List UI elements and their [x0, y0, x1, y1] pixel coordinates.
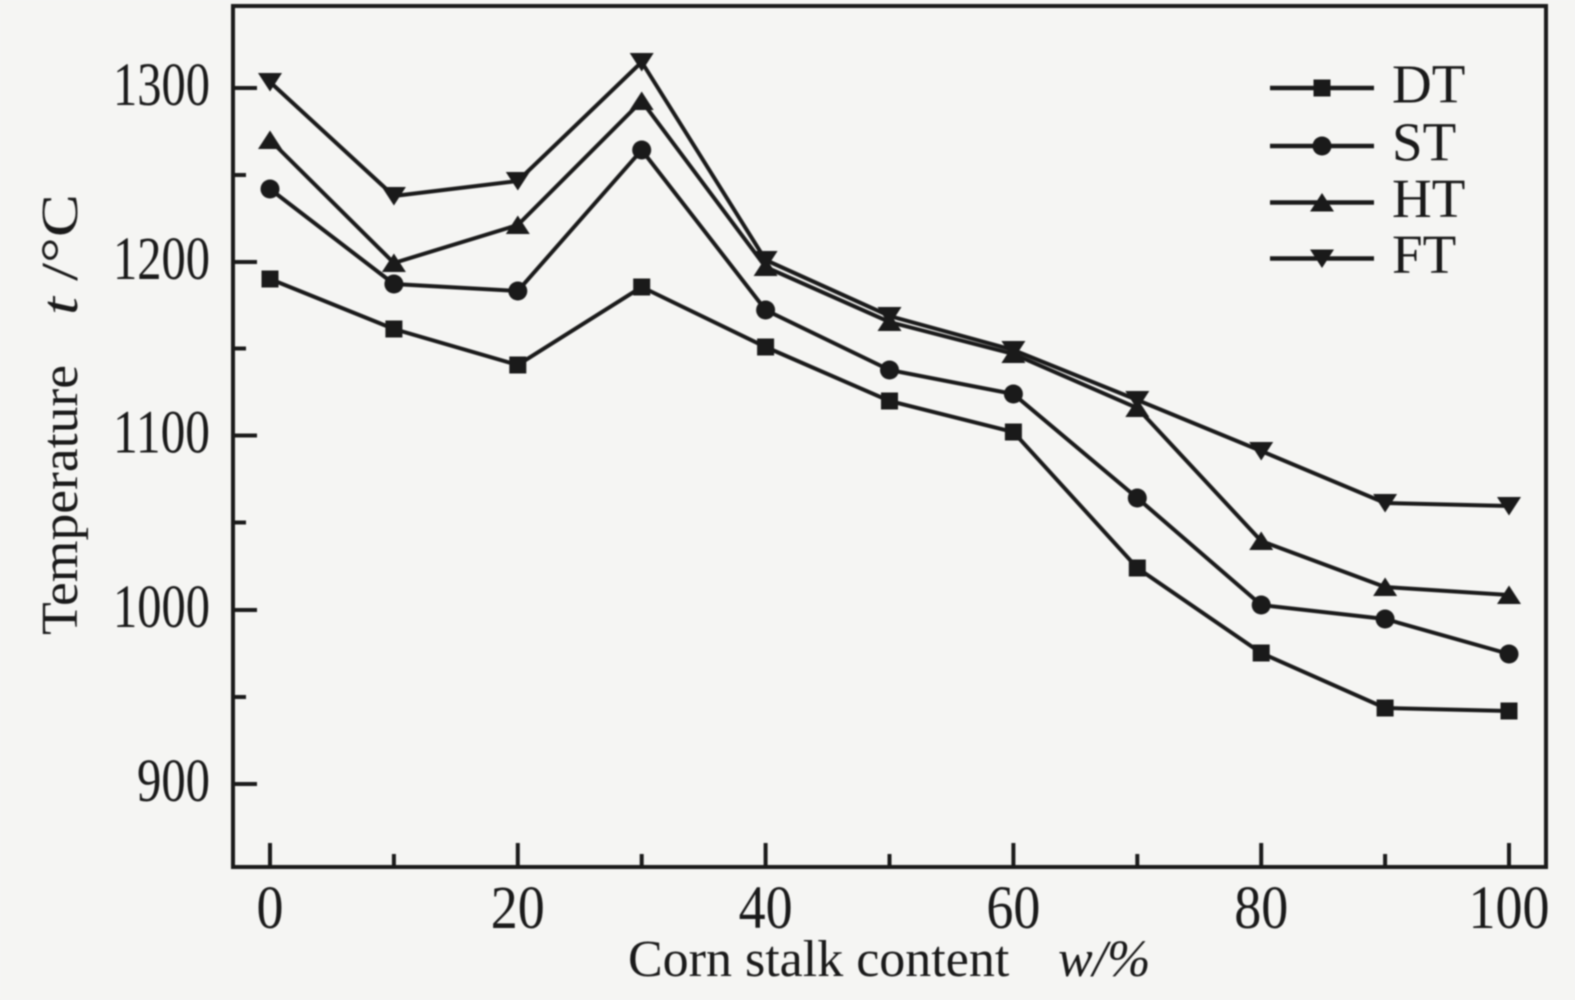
- svg-text:60: 60: [986, 875, 1040, 942]
- svg-text:100: 100: [1469, 875, 1550, 942]
- svg-text:900: 900: [137, 748, 210, 815]
- svg-text:1200: 1200: [113, 226, 210, 293]
- svg-text:1000: 1000: [113, 574, 210, 641]
- svg-text:20: 20: [491, 875, 545, 942]
- svg-text:FT: FT: [1392, 224, 1456, 285]
- svg-text:0: 0: [257, 875, 284, 942]
- svg-text:1100: 1100: [113, 400, 210, 467]
- svg-text:40: 40: [739, 875, 793, 942]
- svg-text:1300: 1300: [113, 52, 210, 119]
- svg-text:80: 80: [1234, 875, 1288, 942]
- svg-text:ST: ST: [1392, 112, 1456, 173]
- svg-text:HT: HT: [1392, 168, 1465, 229]
- svg-text:DT: DT: [1392, 54, 1465, 115]
- svg-text:w/%: w/%: [1058, 931, 1150, 988]
- svg-text:Corn stalk content: Corn stalk content: [628, 931, 1010, 988]
- svg-text:Temperaturet /°C: Temperaturet /°C: [32, 194, 89, 635]
